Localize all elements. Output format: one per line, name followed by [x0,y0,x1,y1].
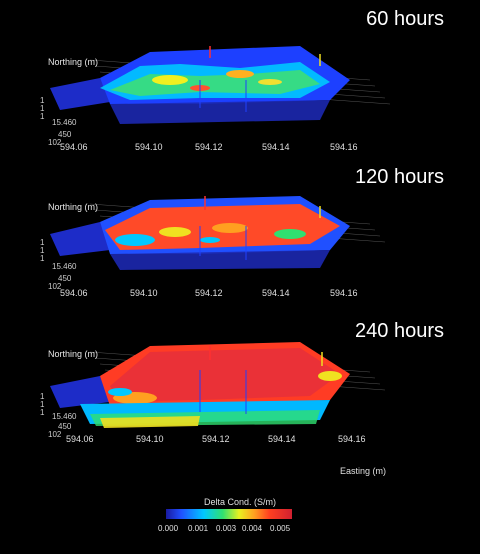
resistivity-3d-view [50,46,391,124]
northing-tick: 1 [40,238,45,247]
panel-60-hours: 60 hours Northing (m) 1 1 1 15.460 450 1… [0,0,480,152]
time-label: 120 hours [355,166,444,188]
easting-tick: 594.12 [195,142,223,152]
northing-tick: 1 [40,104,45,113]
resistivity-3d-view [50,196,386,270]
colorbar [166,509,292,519]
northing-tick: 15.460 [52,262,77,271]
northing-tick: 450 [58,422,72,431]
northing-tick: 1 [40,246,45,255]
northing-axis-label: Northing (m) [48,349,99,359]
northing-tick: 15.460 [52,412,77,421]
northing-tick: 1 [40,112,45,121]
northing-tick: 450 [58,130,72,139]
northing-tick: 450 [58,274,72,283]
northing-tick: 1 [40,96,45,105]
colorbar-title: Delta Cond. (S/m) [203,497,277,507]
northing-tick: 102 [48,138,62,147]
panel-120-hours: 120 hours Northing (m) 1 1 1 15.460 450 … [0,160,480,310]
colorbar-tick: 0.001 [188,524,209,533]
easting-axis-label: Easting (m) [340,466,387,476]
northing-tick: 102 [48,282,62,291]
easting-tick: 594.14 [262,288,290,298]
easting-tick: 594.06 [60,288,88,298]
easting-tick: 594.10 [136,434,164,444]
time-label: 60 hours [366,8,444,30]
easting-tick: 594.16 [330,142,358,152]
easting-tick: 594.14 [262,142,290,152]
time-label: 240 hours [355,320,444,342]
colorbar-tick: 0.005 [270,524,291,533]
northing-tick: 1 [40,408,45,417]
colorbar-tick: 0.003 [216,524,237,533]
easting-tick: 594.06 [60,142,88,152]
easting-tick: 594.16 [338,434,366,444]
easting-tick: 594.12 [195,288,223,298]
northing-tick: 102 [48,430,62,439]
northing-tick: 15.460 [52,118,77,127]
easting-tick: 594.16 [330,288,358,298]
panel-240-hours: 240 hours Northing (m) 1 1 1 15.460 450 … [0,316,480,466]
resistivity-3d-view [50,342,386,428]
northing-tick: 1 [40,400,45,409]
easting-tick: 594.06 [66,434,94,444]
easting-tick: 594.12 [202,434,230,444]
northing-tick: 1 [40,254,45,263]
colorbar-tick: 0.000 [158,524,179,533]
easting-tick: 594.10 [135,142,163,152]
northing-tick: 1 [40,392,45,401]
northing-axis-label: Northing (m) [48,202,99,212]
easting-tick: 594.14 [268,434,296,444]
easting-tick: 594.10 [130,288,158,298]
colorbar-tick: 0.004 [242,524,263,533]
northing-axis-label: Northing (m) [48,57,99,67]
